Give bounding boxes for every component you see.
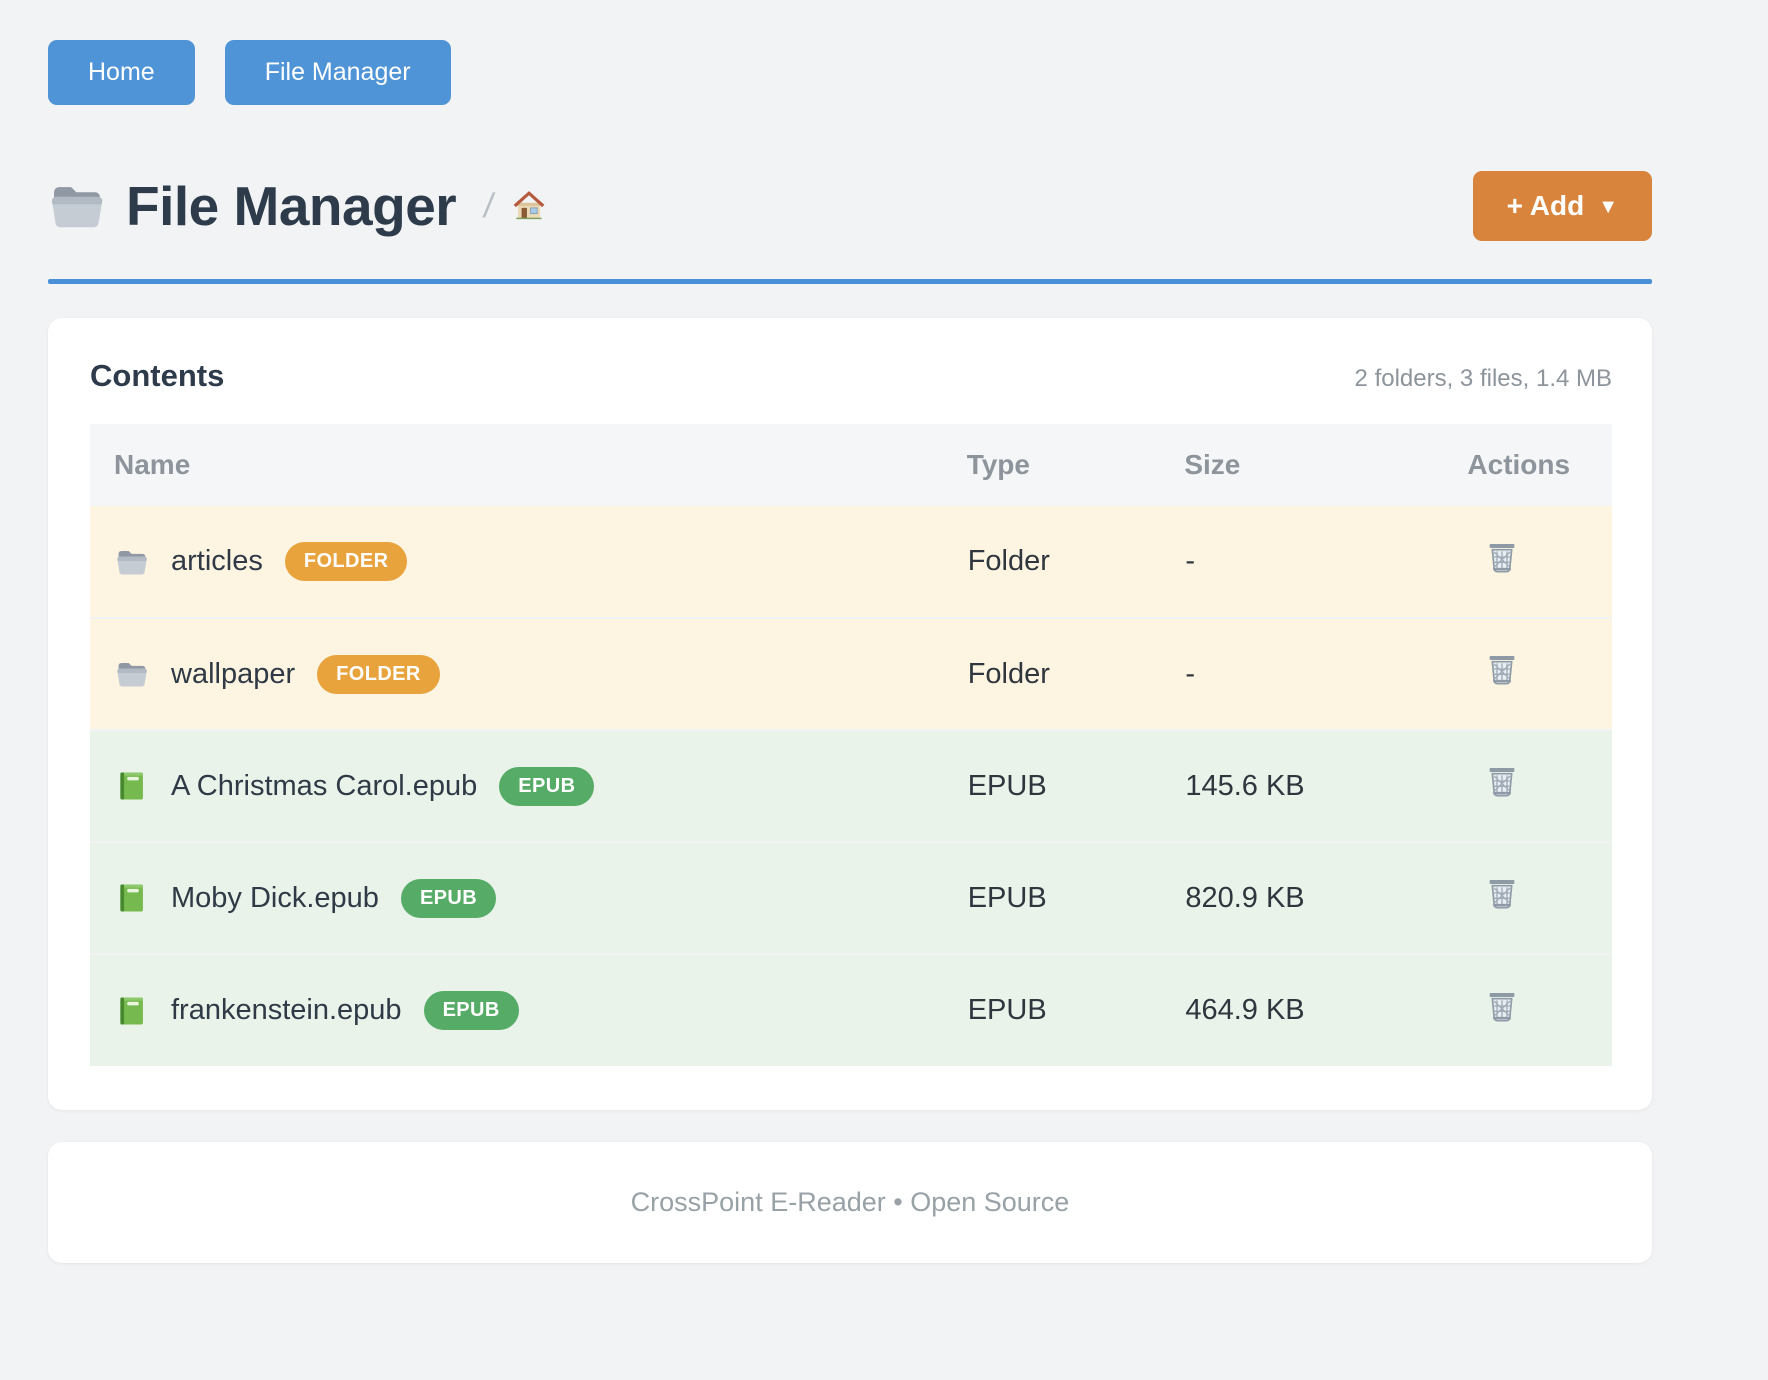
trash-icon <box>1482 650 1522 690</box>
page-title: File Manager <box>48 174 457 238</box>
delete-button[interactable] <box>1468 650 1522 690</box>
file-manager-page: Home File Manager File Manager / <box>48 40 1652 1263</box>
page-header: File Manager / + Add ▼ <box>48 171 1652 241</box>
item-type: Folder <box>966 506 1185 618</box>
book-icon <box>115 881 149 915</box>
contents-summary: 2 folders, 3 files, 1.4 MB <box>1354 365 1612 392</box>
table-row: wallpaper FOLDER Folder - <box>90 617 1612 730</box>
item-size: 464.9 KB <box>1184 953 1468 1066</box>
item-name-link[interactable]: frankenstein.epub <box>171 994 402 1026</box>
trash-icon <box>1482 762 1522 802</box>
page-title-text: File Manager <box>126 175 457 237</box>
add-button[interactable]: + Add ▼ <box>1472 171 1652 241</box>
item-size: - <box>1184 617 1468 730</box>
book-icon <box>115 994 149 1028</box>
file-table: Name Type Size Actions articles <box>90 424 1612 1066</box>
book-icon <box>115 769 149 803</box>
table-row: A Christmas Carol.epub EPUB EPUB 145.6 K… <box>90 729 1612 842</box>
contents-card: Contents 2 folders, 3 files, 1.4 MB Name… <box>48 318 1652 1110</box>
footer: CrossPoint E-Reader • Open Source <box>48 1142 1652 1263</box>
column-header-actions: Actions <box>1467 424 1612 506</box>
item-type: EPUB <box>966 729 1185 842</box>
item-size: 820.9 KB <box>1184 841 1468 954</box>
item-type: Folder <box>966 617 1185 730</box>
top-nav: Home File Manager <box>48 40 1652 105</box>
folder-icon <box>48 177 106 235</box>
delete-button[interactable] <box>1468 987 1522 1027</box>
trash-icon <box>1482 874 1522 914</box>
item-size: - <box>1184 506 1468 618</box>
breadcrumb-separator: / <box>481 186 497 225</box>
folder-icon <box>115 545 149 579</box>
item-name-link[interactable]: wallpaper <box>171 657 296 690</box>
accent-divider <box>48 279 1652 284</box>
item-name-link[interactable]: Moby Dick.epub <box>171 881 379 914</box>
item-size: 145.6 KB <box>1184 729 1468 842</box>
contents-card-header: Contents 2 folders, 3 files, 1.4 MB <box>90 358 1612 394</box>
type-badge: EPUB <box>499 766 595 806</box>
title-breadcrumb: File Manager / <box>48 174 548 238</box>
type-badge: EPUB <box>400 878 497 918</box>
item-type: EPUB <box>966 953 1185 1066</box>
column-header-type: Type <box>966 424 1185 506</box>
type-badge: EPUB <box>423 991 519 1030</box>
home-icon[interactable] <box>510 187 548 225</box>
contents-title: Contents <box>90 358 225 393</box>
trash-icon <box>1482 538 1522 578</box>
table-header-row: Name Type Size Actions <box>90 424 1612 506</box>
caret-down-icon: ▼ <box>1598 195 1618 218</box>
item-type: EPUB <box>966 841 1185 954</box>
table-row: articles FOLDER Folder - <box>90 506 1612 618</box>
type-badge: FOLDER <box>317 654 440 694</box>
nav-home-button[interactable]: Home <box>48 40 195 105</box>
column-header-name: Name <box>90 424 967 506</box>
delete-button[interactable] <box>1468 538 1522 578</box>
footer-text: CrossPoint E-Reader • Open Source <box>630 1187 1070 1217</box>
table-row: frankenstein.epub EPUB EPUB 464.9 KB <box>90 953 1612 1066</box>
table-row: Moby Dick.epub EPUB EPUB 820.9 KB <box>90 841 1612 954</box>
item-name-link[interactable]: articles <box>171 545 263 577</box>
nav-file-manager-button[interactable]: File Manager <box>224 40 451 105</box>
folder-icon <box>115 657 149 691</box>
delete-button[interactable] <box>1468 762 1522 802</box>
file-table-body: articles FOLDER Folder - <box>90 506 1612 1066</box>
trash-icon <box>1482 987 1522 1027</box>
item-name-link[interactable]: A Christmas Carol.epub <box>171 769 478 802</box>
column-header-size: Size <box>1184 424 1468 506</box>
delete-button[interactable] <box>1468 874 1522 914</box>
type-badge: FOLDER <box>284 542 408 581</box>
add-button-label: + Add <box>1506 190 1585 221</box>
